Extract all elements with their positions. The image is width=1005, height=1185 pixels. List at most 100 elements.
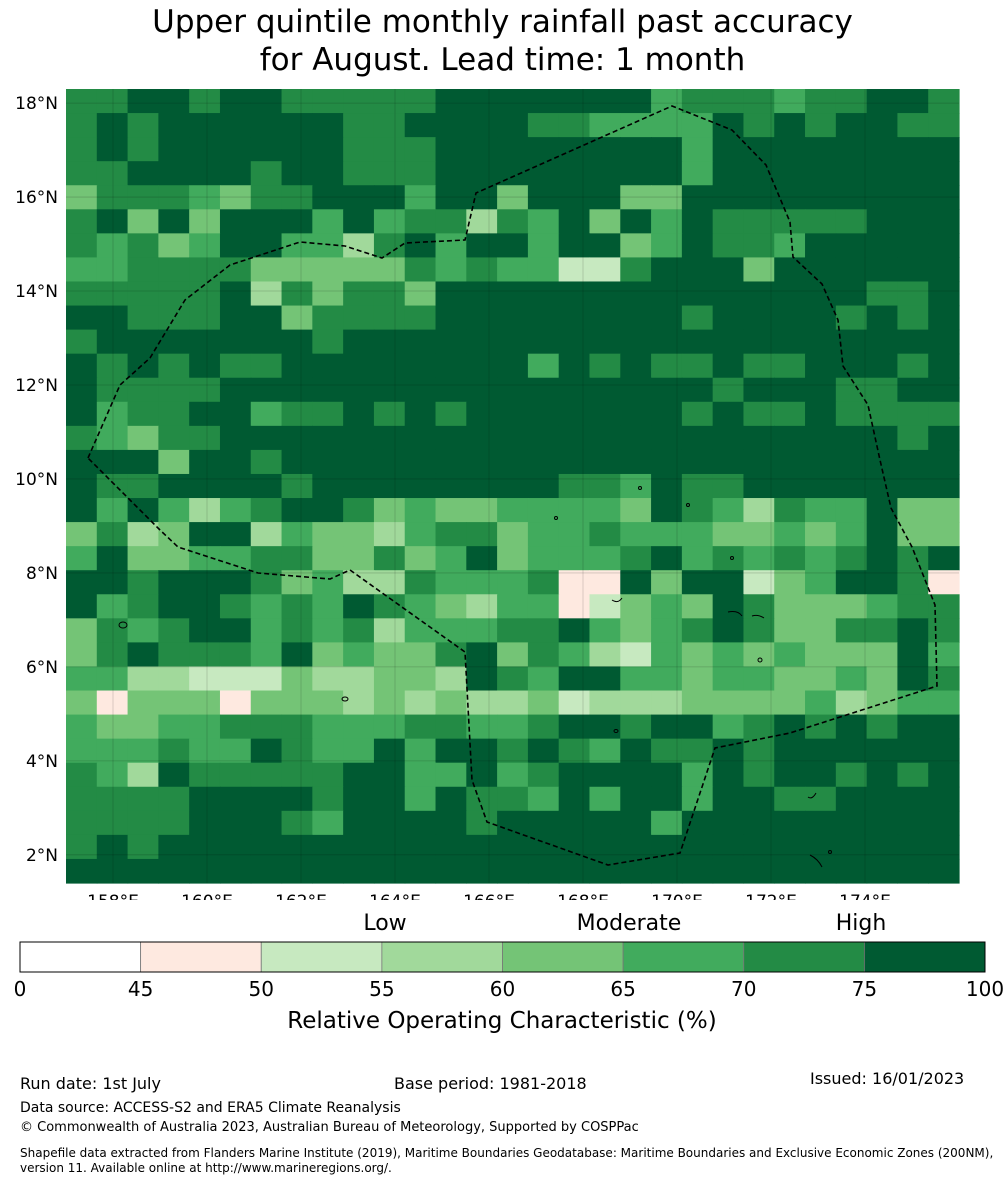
heatmap-cell [835,113,868,138]
base-period: Base period: 1981-2018 [394,1074,587,1093]
heatmap-cell [805,209,837,234]
heatmap-cell [158,473,190,499]
heatmap-cell [928,594,960,619]
heatmap-cell [497,690,529,716]
heatmap-cell [435,113,467,138]
heatmap-cell [281,714,313,740]
heatmap-cell [805,786,837,812]
heatmap-cell [589,714,621,740]
heatmap-cell [589,498,621,523]
heatmap-cell [466,449,498,475]
heatmap-cell [805,185,837,210]
heatmap-cell [835,425,868,451]
heatmap-cell [373,786,406,812]
heatmap-cell [805,834,837,860]
latitude-labels: 18°N 16°N 14°N 12°N 10°N 8°N 6°N 4°N 2°N [15,94,58,866]
heatmap-cell [681,329,714,355]
heatmap-cell [466,113,498,138]
heatmap-cell [712,209,745,234]
heatmap-cell [558,113,591,138]
heatmap-cell [835,353,868,379]
heatmap-cell [404,762,437,788]
heatmap-cell [343,666,375,692]
heatmap-cell [343,353,375,379]
heatmap-cell [219,714,252,740]
heatmap-cell [435,89,467,114]
heatmap-cell [928,834,960,860]
heatmap-cell [866,329,899,355]
heatmap-cell [897,113,929,138]
heatmap-cell [497,113,529,138]
heatmap-cell [651,642,683,668]
heatmap-cell [281,113,313,138]
heatmap-cell [343,690,375,716]
heatmap-cell [250,137,283,162]
heatmap-cell [866,161,899,186]
heatmap-cell [774,377,806,403]
heatmap-cell [835,473,868,499]
heatmap-cell [281,786,313,812]
colorbar-swatch [140,941,262,973]
heatmap-cell [312,401,344,427]
heatmap-cell [835,257,868,283]
heatmap-cell [897,161,929,186]
heatmap-cell [497,570,529,595]
heatmap-cell [527,209,560,234]
heatmap-cell [435,786,467,812]
latitude-label: 16°N [15,188,58,208]
heatmap-cell [466,425,498,451]
heatmap-cell [127,377,159,403]
longitude-label: 160°E [181,892,233,900]
heatmap-cell [589,113,621,138]
heatmap-cell [466,233,498,259]
heatmap-cell [466,642,498,668]
heatmap-cell [127,401,159,427]
colorbar-tick-label: 45 [128,977,153,1001]
heatmap-cell [835,161,868,186]
heatmap-cell [712,522,745,547]
heatmap-cell [651,594,683,619]
heatmap-cell [558,209,591,234]
heatmap-cell [189,642,221,668]
heatmap-cell [312,257,344,283]
heatmap-cell [620,546,652,571]
heatmap-cell [651,449,683,475]
heatmap-cell [66,738,98,764]
heatmap-cell [158,305,190,331]
heatmap-cell [712,329,745,355]
heatmap-cell [743,305,775,331]
heatmap-cell [928,281,960,307]
heatmap-cell [928,137,960,162]
heatmap-cell [435,137,467,162]
heatmap-cell [774,209,806,234]
heatmap-cell [928,498,960,523]
heatmap-cell [712,810,745,836]
heatmap-cell [835,233,868,259]
heatmap-cell [620,209,652,234]
colorbar-tick-label: 100 [966,977,1004,1001]
heatmap-cell [250,690,283,716]
heatmap-cell [312,762,344,788]
heatmap-cell [835,401,868,427]
heatmap-cell [589,281,621,307]
copyright-notice: © Commonwealth of Australia 2023, Austra… [20,1120,639,1135]
heatmap-cell [774,257,806,283]
heatmap-cell [558,233,591,259]
heatmap-cell [281,353,313,379]
heatmap-cell [189,425,221,451]
heatmap-cell [404,305,437,331]
heatmap-cell [250,810,283,836]
heatmap-cell [497,377,529,403]
heatmap-cell [66,762,98,788]
heatmap-cell [312,377,344,403]
heatmap-cell [527,473,560,499]
heatmap-cell [897,762,929,788]
heatmap-cell [435,546,467,571]
heatmap-cell [681,161,714,186]
heatmap-cell [589,690,621,716]
heatmap-cell [127,858,159,884]
heatmap-cell [343,762,375,788]
heatmap-cell [866,834,899,860]
heatmap-cell [497,834,529,860]
heatmap-cell [558,377,591,403]
